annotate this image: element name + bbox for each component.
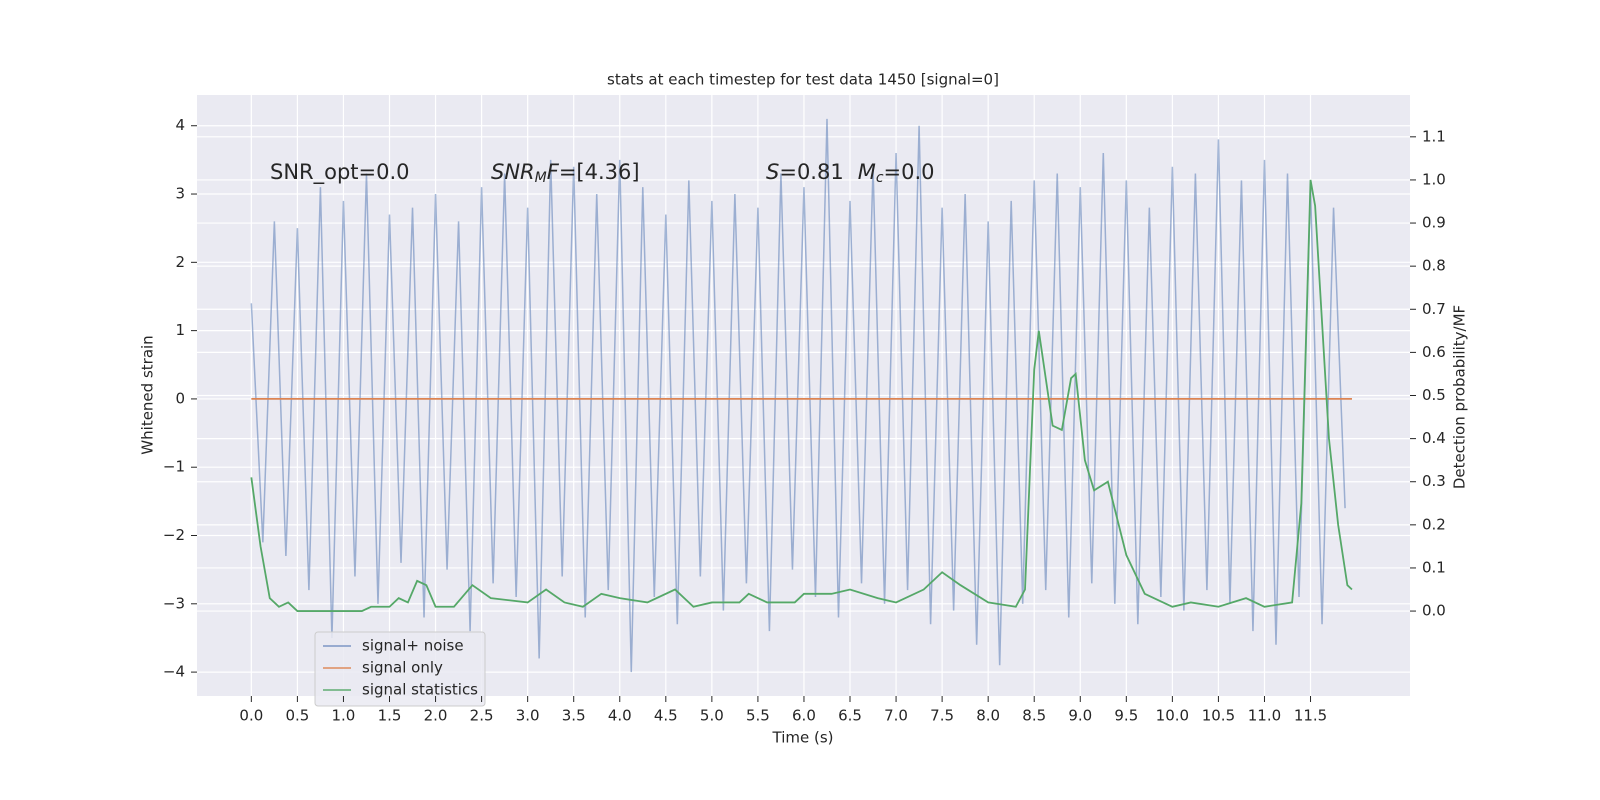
- x-tick-label: 2.0: [424, 707, 448, 725]
- y2-tick-label: 0.8: [1422, 257, 1446, 275]
- y2-tick-label: 0.3: [1422, 472, 1446, 490]
- annotation-text: c: [876, 170, 884, 186]
- x-tick-label: 10.0: [1156, 707, 1189, 725]
- legend-label: signal only: [362, 659, 443, 677]
- annotation-text: =[4.36]: [559, 160, 640, 184]
- x-tick-label: 11.0: [1248, 707, 1281, 725]
- annotation-text: SNR_opt=0.0: [270, 160, 410, 185]
- annotation-text: =0.0: [884, 160, 935, 184]
- x-tick-label: 9.0: [1068, 707, 1092, 725]
- y-axis-label: Whitened strain: [139, 335, 157, 454]
- chart-title: stats at each timestep for test data 145…: [607, 71, 999, 89]
- annotation: S=0.81 Mc=0.0: [766, 160, 935, 186]
- annotation-text: M: [858, 160, 876, 184]
- y2-tick-label: 0.0: [1422, 602, 1446, 620]
- x-tick-label: 3.5: [562, 707, 586, 725]
- annotation-text: SNR: [491, 160, 535, 184]
- x-tick-label: 7.0: [884, 707, 908, 725]
- x-tick-label: 5.0: [700, 707, 724, 725]
- y2-tick-label: 0.4: [1422, 429, 1446, 447]
- y-tick-label: 2: [175, 253, 185, 271]
- annotation: SNR_opt=0.0: [270, 160, 410, 185]
- legend-label: signal+ noise: [362, 637, 464, 655]
- y2-tick-label: 1.0: [1422, 170, 1446, 188]
- x-tick-label: 5.5: [746, 707, 770, 725]
- y-tick-label: 1: [175, 321, 185, 339]
- y2-axis-label: Detection probability/MF: [1451, 305, 1469, 489]
- y2-tick-label: 0.6: [1422, 343, 1446, 361]
- x-axis-label: Time (s): [772, 729, 834, 747]
- legend-box: [314, 631, 486, 707]
- x-tick-label: 0.5: [285, 707, 309, 725]
- x-tick-label: 8.5: [1022, 707, 1046, 725]
- x-tick-label: 10.5: [1202, 707, 1235, 725]
- y-tick-label: 4: [175, 116, 185, 134]
- y2-tick-label: 0.9: [1422, 214, 1446, 232]
- x-tick-label: 7.5: [930, 707, 954, 725]
- x-tick-label: 8.0: [976, 707, 1000, 725]
- y-tick-label: −3: [163, 594, 185, 612]
- annotation-text: S: [766, 160, 779, 184]
- x-tick-label: 11.5: [1294, 707, 1327, 725]
- x-tick-label: 6.0: [792, 707, 816, 725]
- y-tick-label: −2: [163, 526, 185, 544]
- y2-tick-label: 0.7: [1422, 300, 1446, 318]
- x-tick-label: 3.0: [516, 707, 540, 725]
- y2-tick-label: 0.2: [1422, 515, 1446, 533]
- annotation-text: F: [547, 160, 560, 184]
- y-tick-label: 3: [175, 185, 185, 203]
- legend-label: signal statistics: [362, 681, 478, 699]
- marks: [250, 118, 1353, 673]
- y2-tick-label: 0.1: [1422, 558, 1446, 576]
- x-tick-label: 4.5: [654, 707, 678, 725]
- y-tick-label: −1: [163, 458, 185, 476]
- series-line: [250, 118, 1346, 673]
- x-tick-label: 0.0: [239, 707, 263, 725]
- x-tick-label: 1.0: [332, 707, 356, 725]
- annotation-text: M: [535, 170, 547, 186]
- x-tick-label: 9.5: [1114, 707, 1138, 725]
- annotation: SNRMF=[4.36]: [491, 160, 640, 186]
- annotation-text: =0.81: [779, 160, 843, 184]
- y2-tick-label: 1.1: [1422, 127, 1446, 145]
- y-tick-label: 0: [175, 389, 185, 407]
- x-tick-label: 1.5: [378, 707, 402, 725]
- y2-tick-label: 0.5: [1422, 386, 1446, 404]
- x-tick-label: 2.5: [470, 707, 494, 725]
- x-tick-label: 6.5: [838, 707, 862, 725]
- legend: signal+ noise signal only signal statistic…: [314, 631, 486, 707]
- x-tick-label: 4.0: [608, 707, 632, 725]
- series-line: [250, 179, 1353, 612]
- y-tick-label: −4: [163, 663, 185, 681]
